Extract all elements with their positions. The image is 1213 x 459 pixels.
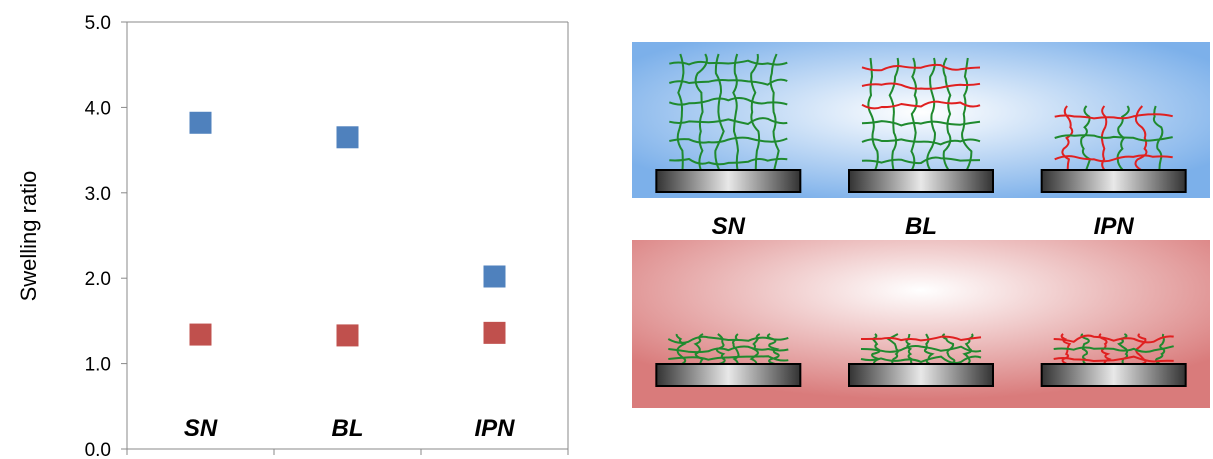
plot-frame xyxy=(126,21,569,450)
polymer-network xyxy=(668,53,788,171)
category-label: IPN xyxy=(474,415,515,442)
x-ticks xyxy=(126,449,569,455)
polymer-strand xyxy=(861,138,981,146)
substrate xyxy=(655,363,802,387)
data-point-series-1 xyxy=(189,111,212,134)
swollen-state-panel xyxy=(632,42,1210,198)
network-illustration: SN BL IPN xyxy=(632,42,1210,408)
polymer-strand xyxy=(769,53,780,171)
data-point-series-2 xyxy=(483,321,506,344)
data-point-series-1 xyxy=(483,265,506,288)
collapsed-state-panel xyxy=(632,240,1210,408)
polymer-strand xyxy=(668,97,788,106)
polymer-strand xyxy=(926,57,936,171)
polymer-strand xyxy=(667,335,789,344)
polymer-network xyxy=(1053,333,1174,365)
substrate xyxy=(655,169,802,193)
polymer-strand xyxy=(1053,334,1174,344)
polymer-strand xyxy=(861,156,981,165)
illustration-labels: SN BL IPN xyxy=(712,213,1135,240)
polymer-strand xyxy=(942,57,952,171)
swelling-ratio-chart: 0.0 1.0 2.0 3.0 4.0 5.0 SN BL IPN Swelling rati… xyxy=(16,13,569,459)
substrate xyxy=(1040,169,1187,193)
substrate xyxy=(848,169,994,193)
illustration-label: IPN xyxy=(1094,213,1135,240)
polymer-strand xyxy=(732,53,740,171)
polymer-strand xyxy=(860,335,982,342)
polymer-strand xyxy=(961,57,973,171)
polymer-strand xyxy=(861,82,981,90)
illustration-label: BL xyxy=(905,213,937,240)
category-label: BL xyxy=(332,415,364,442)
polymer-strand xyxy=(860,355,982,364)
polymer-strand xyxy=(860,344,982,353)
polymer-strand xyxy=(1054,154,1173,163)
polymer-strand xyxy=(888,57,900,171)
y-tick-label: 2.0 xyxy=(85,269,111,290)
polymer-strand xyxy=(867,57,879,171)
polymer-strand xyxy=(675,333,687,365)
polymer-strand xyxy=(861,100,981,110)
polymer-strand xyxy=(714,53,725,171)
polymer-strand xyxy=(861,63,981,72)
data-points xyxy=(189,111,506,347)
y-tick-label: 1.0 xyxy=(85,355,111,376)
polymer-strand xyxy=(861,120,981,127)
y-tick-label: 5.0 xyxy=(85,13,111,34)
polymer-network xyxy=(860,333,982,365)
category-labels: SN BL IPN xyxy=(184,415,515,442)
polymer-network xyxy=(861,57,981,171)
y-axis-label: Swelling ratio xyxy=(16,171,41,302)
polymer-strand xyxy=(1054,113,1173,120)
category-label: SN xyxy=(184,415,218,442)
substrate xyxy=(848,363,994,387)
polymer-strand xyxy=(669,136,788,144)
polymer-strand xyxy=(910,57,918,171)
polymer-strand xyxy=(1152,105,1164,171)
data-point-series-2 xyxy=(189,323,212,346)
polymer-strand xyxy=(669,59,788,66)
y-tick-label: 4.0 xyxy=(85,98,111,119)
polymer-strand xyxy=(1061,105,1074,171)
polymer-strand xyxy=(669,157,788,166)
polymer-strand xyxy=(1053,355,1174,363)
data-point-series-1 xyxy=(336,126,359,149)
y-ticks: 0.0 1.0 2.0 3.0 4.0 5.0 xyxy=(85,13,127,459)
polymer-strand xyxy=(694,53,708,171)
polymer-network xyxy=(1054,105,1173,171)
polymer-strand xyxy=(1053,345,1174,353)
polymer-strand xyxy=(668,355,789,362)
data-point-series-2 xyxy=(336,324,359,347)
polymer-strand xyxy=(750,53,761,171)
y-tick-label: 3.0 xyxy=(85,184,111,205)
polymer-network xyxy=(667,333,789,365)
polymer-strand xyxy=(676,53,685,171)
polymer-strand xyxy=(669,117,788,126)
polymer-strand xyxy=(1054,134,1173,142)
y-tick-label: 0.0 xyxy=(85,440,111,459)
polymer-strand xyxy=(668,78,788,86)
illustration-label: SN xyxy=(712,213,746,240)
polymer-strand xyxy=(668,345,789,354)
substrate xyxy=(1040,363,1187,387)
